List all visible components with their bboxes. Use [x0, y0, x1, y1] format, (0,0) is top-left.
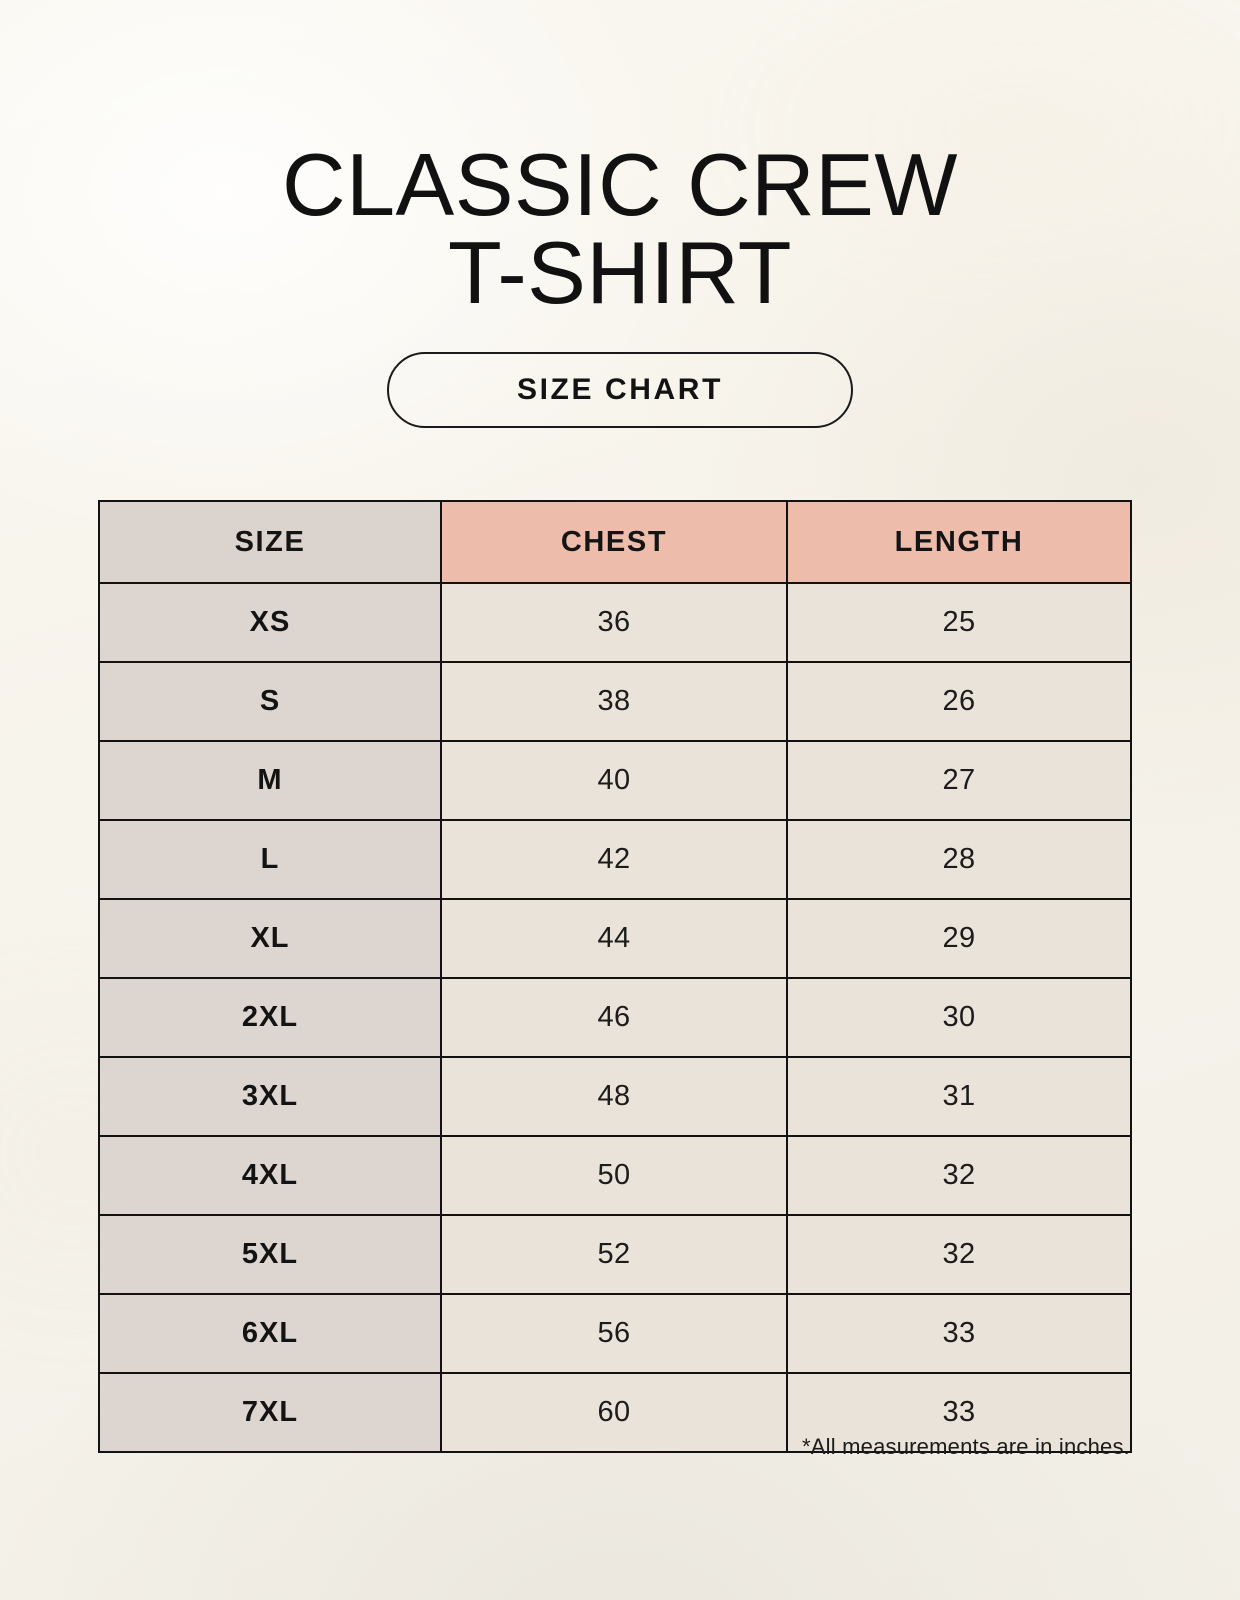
column-header-chest: CHEST	[440, 500, 788, 584]
cell-chest: 50	[440, 1135, 788, 1216]
table-row: 3XL 48 31	[98, 1056, 1132, 1137]
cell-length: 30	[786, 977, 1132, 1058]
cell-chest: 44	[440, 898, 788, 979]
page-title: CLASSIC CREW T-SHIRT	[282, 134, 958, 322]
table-row: 6XL 56 33	[98, 1293, 1132, 1374]
table-header-row: SIZE CHEST LENGTH	[98, 500, 1132, 584]
table-row: XS 36 25	[98, 582, 1132, 663]
cell-chest: 40	[440, 740, 788, 821]
table-body: XS 36 25 S 38 26 M 40 27 L 42 28 XL 44 29 2XL 46 30 3XL 48 3…	[98, 582, 1132, 1453]
cell-chest: 36	[440, 582, 788, 663]
cell-chest: 52	[440, 1214, 788, 1295]
cell-chest: 46	[440, 977, 788, 1058]
cell-length: 32	[786, 1135, 1132, 1216]
cell-size: 3XL	[98, 1056, 442, 1137]
cell-size: L	[98, 819, 442, 900]
badge-container: SIZE CHART	[0, 352, 1240, 428]
measurement-footnote: *All measurements are in inches.	[802, 1434, 1130, 1459]
table-row: M 40 27	[98, 740, 1132, 821]
table-row: 2XL 46 30	[98, 977, 1132, 1058]
cell-length: 32	[786, 1214, 1132, 1295]
table-row: 5XL 52 32	[98, 1214, 1132, 1295]
cell-length: 28	[786, 819, 1132, 900]
cell-size: 2XL	[98, 977, 442, 1058]
cell-length: 27	[786, 740, 1132, 821]
cell-size: 6XL	[98, 1293, 442, 1374]
table-header: SIZE CHEST LENGTH	[98, 500, 1132, 584]
size-chart-badge: SIZE CHART	[387, 352, 853, 428]
table-row: XL 44 29	[98, 898, 1132, 979]
cell-chest: 42	[440, 819, 788, 900]
column-header-length: LENGTH	[786, 500, 1132, 584]
cell-length: 33	[786, 1293, 1132, 1374]
table-row: S 38 26	[98, 661, 1132, 742]
size-table-container: SIZE CHEST LENGTH XS 36 25 S 38 26 M 40 27 L 42 28 X…	[98, 500, 1132, 1453]
cell-size: XL	[98, 898, 442, 979]
cell-length: 25	[786, 582, 1132, 663]
cell-chest: 56	[440, 1293, 788, 1374]
cell-length: 26	[786, 661, 1132, 742]
cell-size: 4XL	[98, 1135, 442, 1216]
cell-size: XS	[98, 582, 442, 663]
cell-size: M	[98, 740, 442, 821]
cell-size: 5XL	[98, 1214, 442, 1295]
cell-chest: 48	[440, 1056, 788, 1137]
cell-length: 31	[786, 1056, 1132, 1137]
cell-size: S	[98, 661, 442, 742]
table-row: L 42 28	[98, 819, 1132, 900]
column-header-size: SIZE	[98, 500, 442, 584]
cell-chest: 38	[440, 661, 788, 742]
size-chart-table: SIZE CHEST LENGTH XS 36 25 S 38 26 M 40 27 L 42 28 X…	[98, 500, 1132, 1453]
cell-length: 29	[786, 898, 1132, 979]
table-row: 4XL 50 32	[98, 1135, 1132, 1216]
